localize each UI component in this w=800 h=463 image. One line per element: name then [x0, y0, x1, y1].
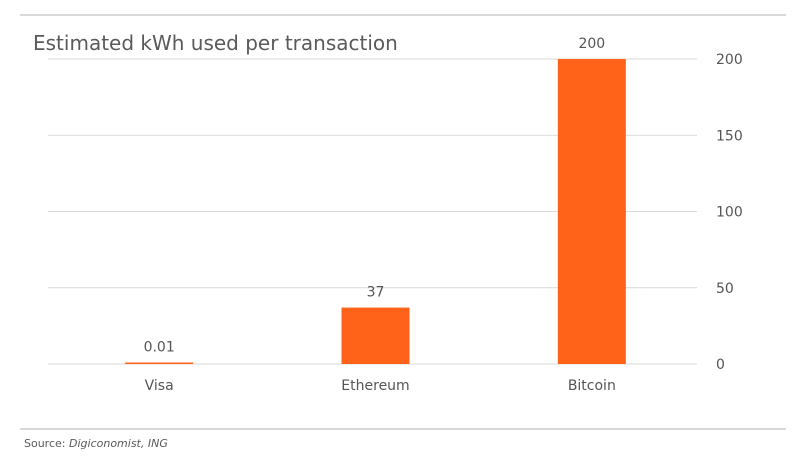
data-label: 37: [367, 285, 385, 301]
y-axis-labels: 0 50 100 150 200: [716, 52, 743, 373]
source-label: Source:: [24, 437, 66, 450]
x-tick-label: Visa: [145, 378, 174, 394]
chart-title: Estimated kWh used per transaction: [33, 31, 398, 55]
y-tick-label: 100: [716, 205, 743, 221]
bars: [125, 59, 626, 364]
bar: [557, 59, 626, 364]
y-tick-label: 200: [716, 52, 743, 68]
x-tick-label: Ethereum: [341, 378, 409, 394]
bar: [341, 307, 410, 364]
bar: [125, 362, 194, 364]
y-tick-label: 50: [716, 281, 734, 297]
bar-chart: 0.01 37 200 Visa Ethereum Bitcoin 0 50 100 150 2…: [48, 36, 743, 394]
data-labels: 0.01 37 200: [144, 36, 606, 356]
x-axis-labels: Visa Ethereum Bitcoin: [145, 378, 616, 394]
top-divider: [20, 14, 786, 16]
source-value: Digiconomist, ING: [69, 437, 168, 450]
bottom-divider: [20, 428, 786, 430]
data-label: 0.01: [144, 340, 175, 356]
data-label: 200: [578, 36, 605, 52]
x-tick-label: Bitcoin: [568, 378, 616, 394]
y-tick-label: 0: [716, 357, 725, 373]
y-tick-label: 150: [716, 128, 743, 144]
source-note: Source: Digiconomist, ING: [24, 437, 168, 450]
